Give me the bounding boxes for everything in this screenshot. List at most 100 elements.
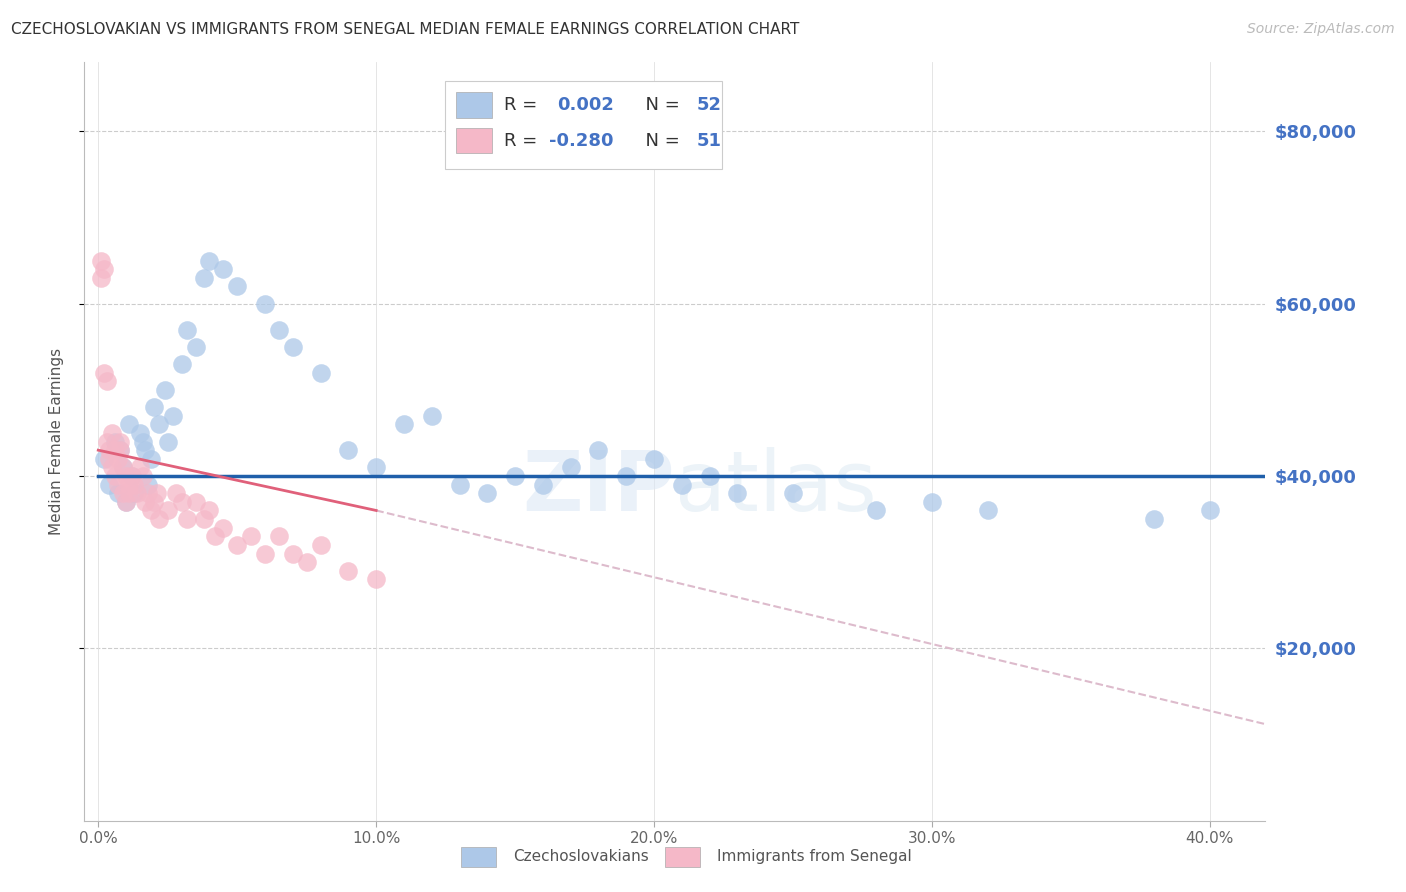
Point [145,486,167,500]
Point [127,486,149,500]
Point [337,564,360,578]
Point [98,443,121,458]
Point [112,460,135,475]
Point [921,495,943,509]
Point [212,521,235,535]
Point [129,425,152,440]
Point [560,460,582,475]
Point [170,357,193,371]
Text: Czechoslovakians: Czechoslovakians [513,849,650,863]
Y-axis label: Median Female Earnings: Median Female Earnings [49,348,63,535]
Point [142,400,165,414]
Point [134,495,156,509]
Point [643,451,665,466]
Point [104,434,127,449]
Text: atlas: atlas [675,447,876,527]
Text: N =: N = [634,131,685,150]
Point [193,270,215,285]
Point [226,538,249,552]
Bar [457,128,492,153]
Point [184,340,207,354]
Point [93,451,115,466]
Text: N =: N = [634,96,685,114]
Point [107,451,129,466]
Point [865,503,887,517]
Point [96,374,118,388]
Point [104,443,127,458]
Point [118,486,141,500]
Point [112,460,135,475]
Text: R =: R = [503,96,548,114]
Point [110,443,132,458]
Point [112,486,135,500]
Point [153,383,176,397]
Text: -0.280: -0.280 [548,131,613,150]
Point [136,486,159,500]
Point [90,253,112,268]
Point [134,443,156,458]
Point [267,529,290,543]
Point [699,469,721,483]
Point [101,425,124,440]
Point [139,451,162,466]
Point [115,495,138,509]
Point [212,262,235,277]
Point [115,469,138,483]
Text: 52: 52 [696,96,721,114]
Point [129,460,152,475]
Point [90,270,112,285]
Point [976,503,998,517]
Point [176,512,198,526]
Point [503,469,526,483]
Point [240,529,263,543]
Text: 0.002: 0.002 [557,96,613,114]
Point [184,495,207,509]
Bar [457,92,492,118]
Point [104,469,127,483]
Point [162,409,184,423]
Point [281,547,304,561]
Point [98,451,121,466]
Point [118,477,141,491]
Point [309,538,332,552]
Point [156,434,179,449]
Point [588,443,610,458]
Point [115,495,138,509]
Point [124,477,146,491]
Point [118,417,141,432]
Text: Immigrants from Senegal: Immigrants from Senegal [717,849,912,863]
Point [309,366,332,380]
Point [165,486,187,500]
Point [477,486,499,500]
Point [139,503,162,517]
Point [226,279,249,293]
Point [337,443,360,458]
Point [96,434,118,449]
Point [93,262,115,277]
Point [107,477,129,491]
Point [170,495,193,509]
Point [101,460,124,475]
FancyBboxPatch shape [444,81,723,169]
Point [253,296,276,310]
Point [110,443,132,458]
Point [1143,512,1166,526]
Point [295,555,318,569]
Point [121,469,143,483]
Text: 51: 51 [696,131,721,150]
Point [93,366,115,380]
Point [198,503,221,517]
Point [392,417,415,432]
Point [193,512,215,526]
Point [156,503,179,517]
Point [253,547,276,561]
Point [1198,503,1220,517]
Point [420,409,443,423]
Point [142,495,165,509]
Point [148,512,170,526]
Point [782,486,804,500]
Point [281,340,304,354]
Point [449,477,471,491]
Text: Source: ZipAtlas.com: Source: ZipAtlas.com [1247,22,1395,37]
Point [132,434,155,449]
